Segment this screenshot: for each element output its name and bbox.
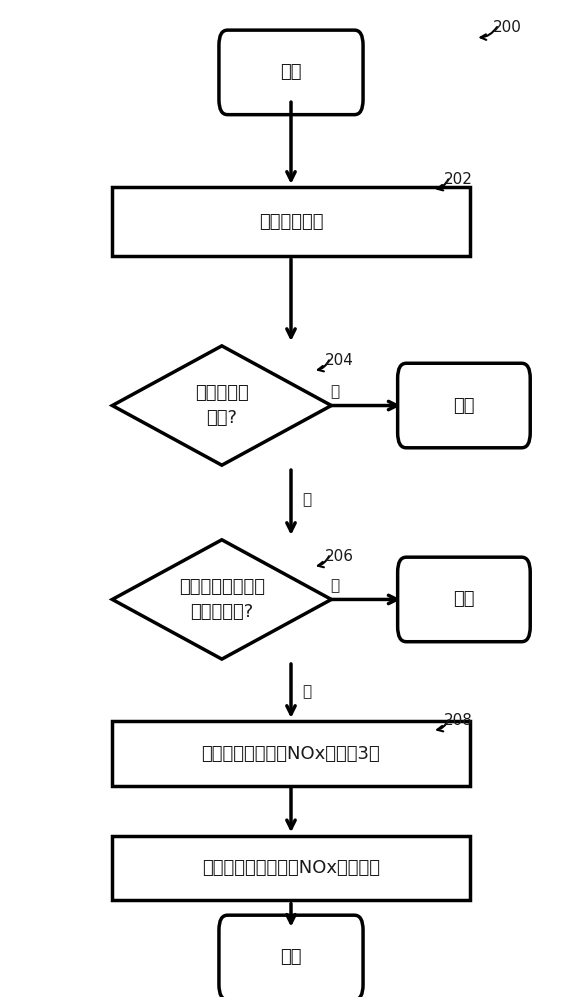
Polygon shape xyxy=(112,540,331,659)
Polygon shape xyxy=(112,346,331,465)
Text: 否: 否 xyxy=(330,384,339,399)
FancyBboxPatch shape xyxy=(398,557,530,642)
Text: 增加发动机排出的NOx（见图3）: 增加发动机排出的NOx（见图3） xyxy=(201,745,381,763)
FancyBboxPatch shape xyxy=(219,915,363,1000)
Text: 微粒过滤器上的载
荷低于门限?: 微粒过滤器上的载 荷低于门限? xyxy=(179,578,265,621)
Text: 确定运行参数: 确定运行参数 xyxy=(259,213,323,231)
Bar xyxy=(112,836,470,900)
Text: 200: 200 xyxy=(493,20,521,35)
Text: 208: 208 xyxy=(443,713,473,728)
FancyBboxPatch shape xyxy=(398,363,530,448)
Text: 是: 是 xyxy=(303,684,311,699)
Bar xyxy=(112,721,470,786)
Bar xyxy=(112,187,470,256)
Text: 202: 202 xyxy=(443,172,473,187)
Text: 开始: 开始 xyxy=(281,63,301,81)
Text: 返回: 返回 xyxy=(281,948,301,966)
Text: 是: 是 xyxy=(303,492,311,507)
Text: 氨泄露高于
门限?: 氨泄露高于 门限? xyxy=(195,384,249,427)
Text: 206: 206 xyxy=(324,549,353,564)
Text: 204: 204 xyxy=(324,353,353,368)
Text: 否: 否 xyxy=(330,578,339,593)
FancyBboxPatch shape xyxy=(219,30,363,115)
Text: 调节参数以保持尾管NOx低于门限: 调节参数以保持尾管NOx低于门限 xyxy=(202,859,380,877)
Text: 返回: 返回 xyxy=(453,397,475,415)
Text: 返回: 返回 xyxy=(453,590,475,608)
